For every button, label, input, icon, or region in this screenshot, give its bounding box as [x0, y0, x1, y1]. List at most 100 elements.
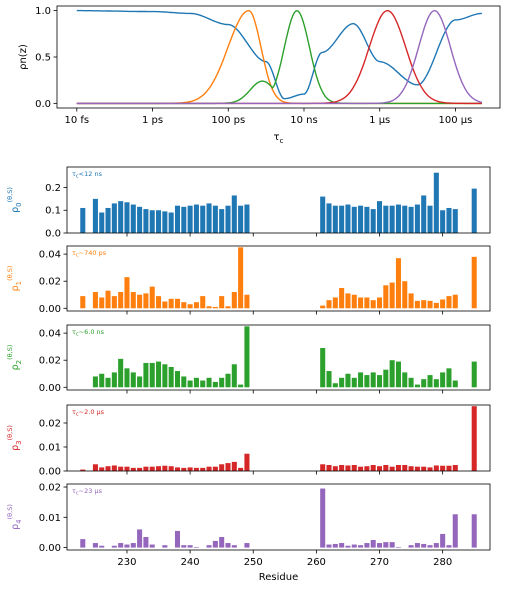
bar-residue-227	[105, 466, 111, 471]
bar-residue-239	[181, 467, 187, 471]
bar-residue-248	[238, 205, 244, 233]
bar-residue-249	[244, 453, 250, 471]
bar-residue-269	[370, 372, 376, 388]
bar-residue-249	[244, 326, 250, 388]
bar-residue-236	[162, 465, 168, 471]
bar-residue-223	[80, 207, 86, 233]
y-tick-label-0: 0.00	[39, 383, 61, 394]
bar-residue-237	[168, 466, 174, 471]
bar-residue-276	[414, 543, 420, 548]
bar-residue-242	[200, 296, 206, 309]
bar-residue-263	[332, 205, 338, 233]
panel-2: 0.00 0.02 0.04 τc~6.0 ns ρ2(θ,S)	[6, 324, 491, 394]
panel-4: 0.00 0.01 0.02 τc~23 μs ρ4(θ,S)	[6, 483, 491, 554]
panel-annotation: τc~740 ps	[72, 249, 107, 259]
y-tick-label-0: 0.0	[45, 229, 61, 240]
bar-residue-243	[206, 377, 212, 388]
y-tick-label-1: 0.01	[39, 513, 61, 524]
bar-residue-281	[446, 207, 452, 233]
bar-residue-238	[174, 467, 181, 471]
bar-residue-272	[389, 542, 395, 548]
bar-residue-233	[143, 209, 149, 233]
bar-residue-271	[383, 369, 389, 388]
bar-residue-246	[225, 373, 231, 388]
bar-residue-275	[408, 466, 414, 471]
bar-residue-243	[206, 306, 212, 309]
bar-residue-262	[326, 371, 332, 388]
y-tick-label-2: 0.04	[39, 329, 61, 340]
bar-residue-232	[137, 529, 143, 548]
bar-residue-243	[206, 203, 212, 233]
bar-residue-244	[212, 540, 218, 548]
x-axis-label: τc	[274, 132, 284, 145]
bar-residue-282	[452, 380, 458, 388]
bar-residue-263	[332, 466, 338, 471]
bar-residue-263	[332, 297, 338, 309]
bar-residue-232	[137, 467, 143, 471]
bar-residue-225	[92, 464, 98, 471]
bar-residue-278	[427, 467, 433, 471]
bar-residue-270	[376, 375, 383, 388]
bar-residue-234	[149, 286, 155, 309]
bar-residue-238	[174, 371, 181, 388]
bar-residue-226	[99, 467, 105, 471]
bar-residue-244	[212, 381, 218, 388]
bar-residue-239	[181, 206, 187, 233]
x-tick-label-0: 10 fs	[64, 115, 89, 126]
y-tick-label-1: 0.1	[45, 206, 61, 217]
bar-residue-234	[149, 466, 155, 471]
bar-residue-225	[92, 292, 98, 309]
bar-residue-234	[149, 362, 155, 388]
y-tick-label-2: 0.02	[39, 419, 61, 430]
bar-residue-245	[219, 377, 225, 388]
bar-residue-237	[168, 298, 174, 309]
bar-residue-247	[231, 545, 237, 548]
bar-residue-231	[130, 292, 136, 309]
bar-residue-247	[231, 364, 237, 388]
bar-residue-248	[238, 384, 244, 388]
bar-residue-246	[225, 543, 231, 548]
bar-residue-261	[320, 488, 326, 548]
bar-residue-237	[168, 366, 174, 388]
y-tick-label-1: 0.02	[39, 277, 61, 288]
bar-residue-248	[238, 467, 244, 471]
bar-residue-268	[364, 297, 370, 309]
bar-residue-262	[326, 465, 332, 471]
bar-residue-268	[364, 375, 370, 388]
panel-annotation: τc~6.0 ns	[72, 328, 105, 338]
bar-residue-277	[421, 543, 427, 548]
bar-residue-285	[471, 406, 477, 471]
curve-series-0	[76, 9, 482, 100]
bar-residue-278	[427, 545, 433, 548]
bar-residue-273	[395, 546, 401, 548]
bar-residue-281	[446, 296, 452, 309]
panel-ylabel: ρ4(θ,S)	[6, 504, 23, 530]
bar-residue-267	[358, 372, 364, 388]
bar-residue-232	[137, 294, 143, 309]
bar-residue-240	[187, 545, 193, 548]
bar-residue-285	[471, 188, 477, 233]
bar-residue-242	[200, 467, 206, 471]
bar-residue-261	[320, 305, 326, 309]
bar-residue-230	[124, 544, 130, 548]
bar-residue-228	[111, 296, 117, 309]
residue-tick-label-5: 280	[433, 557, 452, 568]
bar-residue-281	[446, 465, 452, 471]
y-tick-label-0: 0.00	[39, 304, 61, 315]
bar-residue-265	[345, 373, 351, 388]
bar-residue-268	[364, 206, 370, 233]
panel-ylabel: ρ1(θ,S)	[6, 266, 23, 292]
panel-annotation: τc~2.0 μs	[72, 408, 105, 418]
bar-residue-266	[351, 377, 357, 388]
panel-frame-0	[66, 166, 491, 234]
bar-residue-247	[231, 195, 237, 233]
bar-residue-229	[118, 292, 124, 309]
bar-residue-233	[143, 293, 149, 309]
curve-series-4	[76, 9, 483, 105]
bar-residue-276	[414, 466, 420, 471]
bar-residue-226	[99, 545, 105, 548]
timescale-sensitivity-chart: 10 fs 1 ps 100 ps 10 ns 1 μs 100 μs 0.0 0.5 1.0 τ…	[18, 5, 501, 145]
bar-residue-279	[433, 543, 439, 548]
residue-tick-label-2: 250	[244, 557, 263, 568]
bar-residue-241	[193, 467, 199, 471]
